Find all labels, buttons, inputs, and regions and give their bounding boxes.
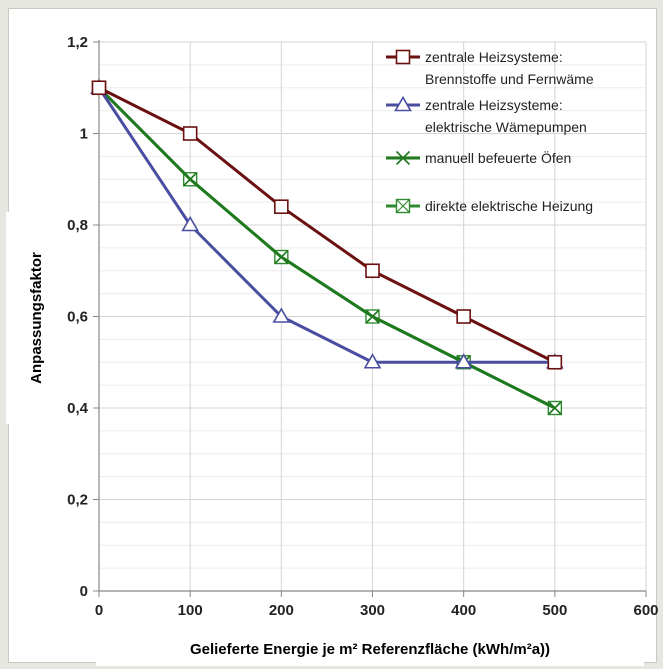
x-axis-title: Gelieferte Energie je m² Referenzfläche … bbox=[190, 641, 550, 658]
legend: zentrale Heizsysteme: Brennstoffe und Fer… bbox=[386, 49, 594, 214]
tick-labels: 0 0,2 0,4 0,6 0,8 1 1,2 0 100 200 300 400 500 600 bbox=[67, 34, 658, 619]
legend-label: zentrale Heizsysteme: bbox=[425, 97, 563, 113]
x-marker bbox=[365, 309, 380, 324]
square-marker bbox=[395, 49, 411, 65]
x-tick-label: 100 bbox=[178, 602, 203, 619]
x-tick-label: 400 bbox=[451, 602, 476, 619]
series-1-line bbox=[98, 86, 556, 364]
x-marker bbox=[395, 150, 411, 166]
chart-frame bbox=[8, 8, 657, 663]
square-marker bbox=[365, 263, 380, 279]
x-tick-label: 500 bbox=[542, 602, 567, 619]
series-2-line bbox=[97, 86, 555, 364]
square-marker bbox=[274, 199, 289, 214]
y-tick-label: 1,2 bbox=[67, 34, 88, 51]
triangle-marker bbox=[394, 95, 412, 112]
x-tick-label: 0 bbox=[95, 602, 103, 619]
triangle-marker bbox=[454, 353, 473, 369]
y-tick-label: 0,8 bbox=[67, 217, 88, 234]
legend-label: zentrale Heizsysteme: bbox=[425, 49, 563, 65]
y-tick-label: 1 bbox=[80, 126, 88, 143]
x-marker bbox=[274, 249, 289, 265]
legend-label: manuell befeuerte Öfen bbox=[425, 149, 571, 166]
y-tick-label: 0,2 bbox=[67, 492, 88, 509]
legend-entry-1: zentrale Heizsysteme: Brennstoffe und Fer… bbox=[386, 49, 594, 87]
y-tick-label: 0,6 bbox=[67, 309, 88, 326]
x-marker bbox=[547, 400, 562, 416]
square-marker bbox=[547, 354, 563, 370]
triangle-marker bbox=[181, 215, 200, 232]
y-axis-title-background bbox=[6, 212, 50, 424]
x-marker bbox=[183, 172, 198, 187]
legend-label: Brennstoffe und Fernwäme bbox=[425, 71, 594, 87]
x-tick-label: 300 bbox=[360, 602, 385, 619]
y-axis-title: Anpassungsfaktor bbox=[28, 252, 45, 384]
legend-entry-2: zentrale Heizsysteme: elektrische Wämepum… bbox=[386, 95, 587, 135]
square-marker bbox=[456, 309, 471, 324]
triangle-marker bbox=[272, 307, 291, 323]
legend-entry-4: direkte elektrische Heizung bbox=[386, 198, 593, 214]
axes bbox=[93, 40, 647, 597]
legend-label: elektrische Wämepumpen bbox=[425, 119, 587, 135]
series-3-line bbox=[97, 86, 556, 410]
legend-label: direkte elektrische Heizung bbox=[425, 198, 593, 214]
series-lines bbox=[90, 78, 564, 416]
x-tick-label: 200 bbox=[269, 602, 294, 619]
box-x-marker-cross bbox=[396, 199, 410, 213]
y-tick-label: 0,4 bbox=[67, 400, 89, 417]
series-1 bbox=[91, 80, 563, 370]
triangle-marker bbox=[363, 353, 382, 369]
y-tick-label: 0 bbox=[80, 583, 88, 600]
x-tick-label: 600 bbox=[633, 602, 658, 619]
legend-entry-3: manuell befeuerte Öfen bbox=[386, 149, 571, 166]
x-axis-title-background bbox=[96, 632, 644, 666]
square-marker bbox=[91, 80, 107, 96]
square-marker bbox=[182, 126, 198, 141]
